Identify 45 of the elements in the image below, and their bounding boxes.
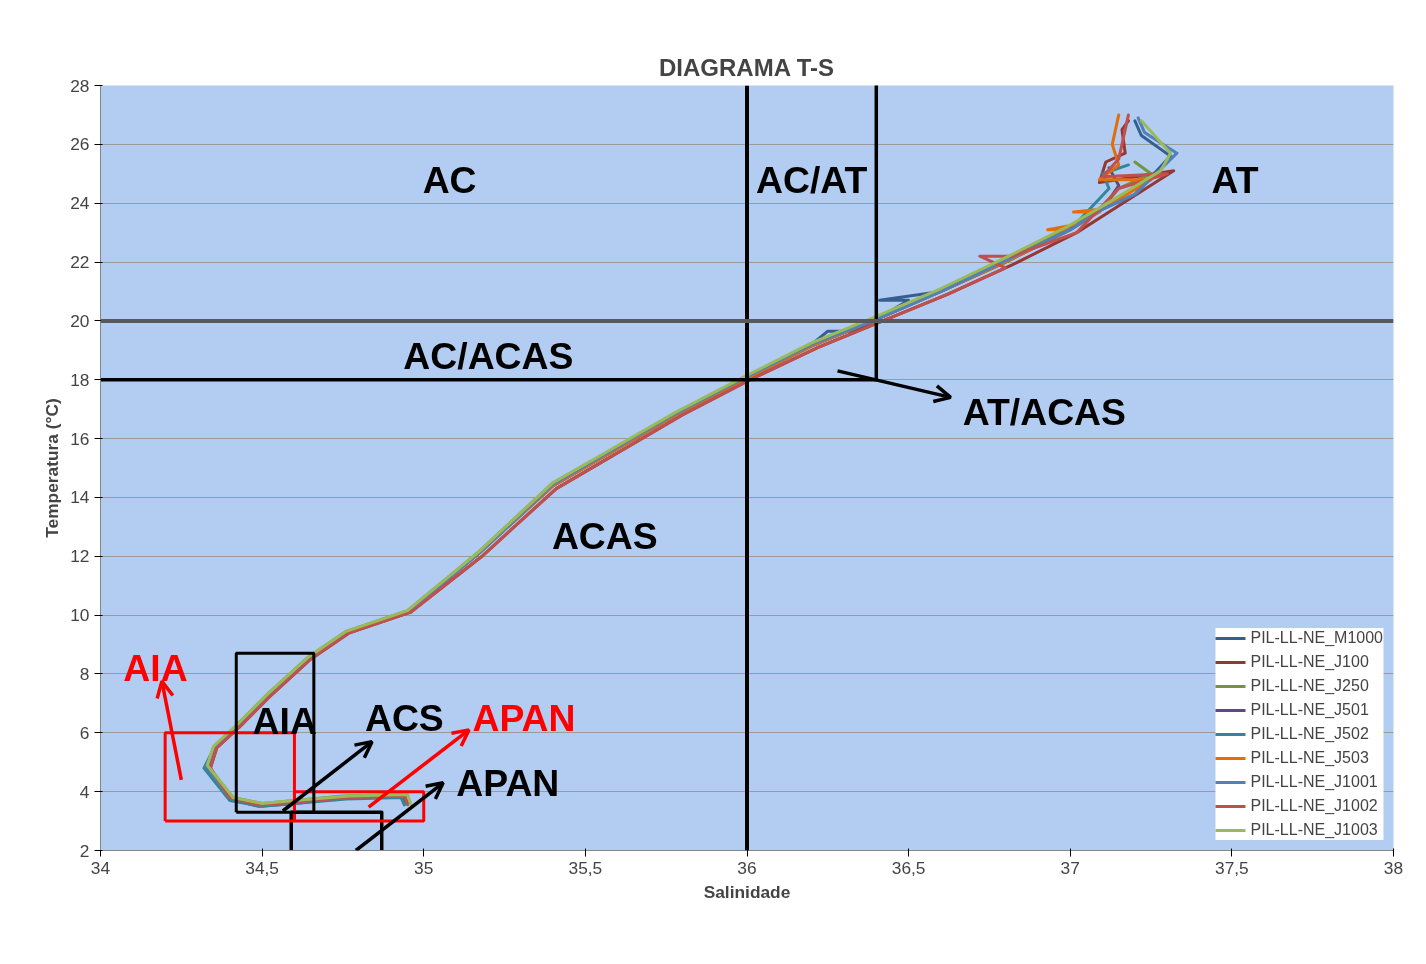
legend-label: PIL-LL-NE_J1003: [1250, 821, 1378, 839]
annotation: APAN: [456, 761, 560, 804]
y-tick-label: 20: [70, 310, 90, 331]
x-axis-title: Salinidade: [703, 881, 791, 902]
legend-label: PIL-LL-NE_J503: [1250, 749, 1369, 767]
legend-label: PIL-LL-NE_J100: [1250, 653, 1369, 671]
annotation: AC/AT: [756, 158, 868, 201]
y-tick-label: 24: [70, 193, 90, 214]
y-tick-label: 14: [70, 487, 90, 508]
y-tick-label: 2: [79, 840, 90, 861]
y-tick-label: 6: [79, 722, 90, 743]
annotation: AC/ACAS: [403, 335, 574, 378]
y-tick-label: 12: [70, 546, 90, 567]
y-tick-label: 8: [79, 663, 90, 684]
chart-title: DIAGRAMA T-S: [659, 53, 835, 81]
annotation: APAN: [472, 697, 576, 740]
x-tick-label: 35: [414, 857, 434, 878]
annotation: ACAS: [551, 514, 658, 557]
y-tick-label: 16: [70, 428, 90, 449]
legend-label: PIL-LL-NE_M1000: [1250, 629, 1383, 647]
annotation: AT/ACAS: [962, 391, 1126, 434]
y-tick-label: 26: [70, 134, 90, 155]
x-tick-label: 36: [737, 857, 757, 878]
annotation: AIA: [123, 647, 188, 690]
annotation: ACS: [364, 697, 444, 740]
y-tick-label: 18: [70, 369, 90, 390]
x-tick-label: 36,5: [891, 857, 926, 878]
annotation: AT: [1211, 158, 1259, 201]
y-tick-label: 28: [70, 75, 90, 96]
legend-label: PIL-LL-NE_J250: [1250, 677, 1369, 695]
x-tick-label: 35,5: [568, 857, 603, 878]
annotation: AC: [422, 158, 477, 201]
x-tick-label: 37: [1060, 857, 1080, 878]
y-tick-label: 22: [70, 252, 90, 273]
y-tick-label: 4: [79, 781, 90, 802]
legend-label: PIL-LL-NE_J501: [1250, 701, 1369, 719]
x-tick-label: 38: [1383, 857, 1404, 878]
x-tick-label: 34: [90, 857, 111, 878]
x-tick-label: 37,5: [1215, 857, 1249, 878]
legend-label: PIL-LL-NE_J502: [1250, 725, 1369, 743]
legend-label: PIL-LL-NE_J1002: [1250, 797, 1378, 815]
legend-label: PIL-LL-NE_J1001: [1250, 773, 1378, 791]
y-axis-title: Temperatura (°C): [42, 398, 63, 538]
y-tick-label: 10: [70, 605, 90, 626]
x-tick-label: 34,5: [245, 857, 279, 878]
